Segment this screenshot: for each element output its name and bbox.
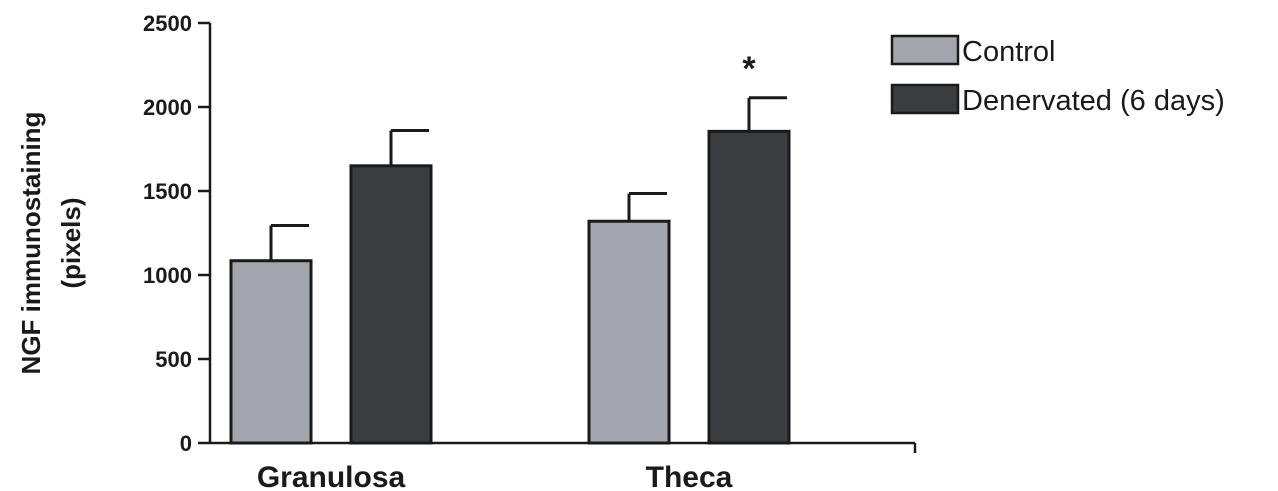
y-tick-label: 1500 [143, 179, 192, 204]
error-bars [269, 96, 787, 261]
y-tick-label: 0 [180, 431, 192, 456]
bar [349, 164, 433, 445]
y-axis-title: NGF immunostaining (pixels) [16, 112, 86, 375]
y-tick-label: 1000 [143, 263, 192, 288]
bar [707, 129, 791, 445]
x-category-label: Theca [646, 461, 733, 491]
legend-swatch [890, 34, 960, 66]
x-axis: Granulosa Theca [210, 441, 917, 491]
legend-swatch [890, 83, 960, 115]
y-tick-label: 500 [155, 347, 192, 372]
legend-item: Control [890, 34, 1056, 68]
y-axis-title-line-2: (pixels) [56, 197, 86, 288]
y-tick-label: 2000 [143, 95, 192, 120]
legend-label: Denervated (6 days) [962, 85, 1225, 117]
y-axis: 0 500 1000 1500 2000 2500 [143, 11, 212, 456]
annotations: * [742, 50, 756, 88]
legend-label: Control [962, 36, 1056, 68]
y-tick-label: 2500 [143, 11, 192, 36]
legend-item: Denervated (6 days) [890, 83, 1225, 117]
x-category-label: Granulosa [257, 461, 406, 491]
bar [587, 219, 671, 445]
legend: Control Denervated (6 days) [890, 34, 1225, 117]
bars [229, 129, 791, 445]
y-axis-title-line-1: NGF immunostaining [16, 112, 46, 375]
bar [229, 259, 313, 445]
significance-marker: * [742, 50, 756, 88]
